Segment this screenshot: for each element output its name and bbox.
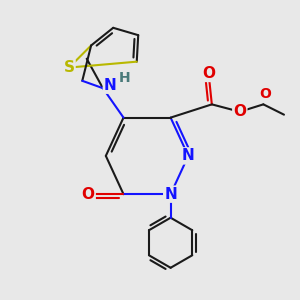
Text: S: S [64, 60, 74, 75]
Text: O: O [82, 187, 95, 202]
Text: O: O [202, 66, 215, 81]
Text: N: N [104, 78, 117, 93]
Text: N: N [182, 148, 195, 164]
Text: N: N [164, 187, 177, 202]
Text: O: O [233, 104, 246, 119]
Text: H: H [119, 71, 131, 85]
Text: O: O [259, 87, 271, 101]
